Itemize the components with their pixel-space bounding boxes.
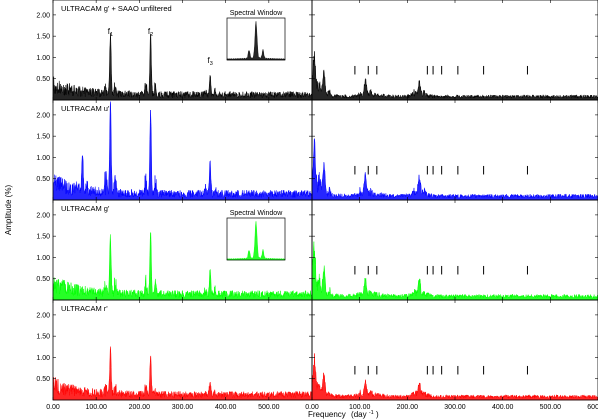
- inset-frame: [226, 17, 286, 61]
- x-axis-label-main: Frequency: [308, 410, 346, 419]
- panel-label: ULTRACAM g': [61, 204, 110, 213]
- x-tick-label: 300.00: [172, 404, 194, 411]
- panel-frame: [52, 299, 313, 401]
- x-tick-label: 500.00: [258, 404, 280, 411]
- panel-frame: [311, 0, 598, 101]
- peak-label: f2: [148, 27, 153, 38]
- y-tick-label: 1.50: [36, 34, 50, 41]
- y-tick-label: 1.00: [36, 255, 50, 262]
- y-tick-label: 0.50: [36, 176, 50, 183]
- x-tick-label: 300.00: [444, 404, 466, 411]
- panel-2-right: [311, 199, 598, 301]
- y-tick-label: 2.00: [36, 112, 50, 119]
- x-tick-label: 400.00: [215, 404, 237, 411]
- x-axis-label-close: ): [376, 410, 379, 419]
- x-tick-label: 200.00: [397, 404, 419, 411]
- spectrum-series: [52, 101, 313, 201]
- spectrum-series: [311, 137, 598, 201]
- panel-2-left: 0.50 1.00 1.50 2.00 ULTRACAM g' Spectral Wind…: [36, 199, 313, 301]
- spectrum-series: [52, 232, 313, 301]
- y-tick-label: 1.50: [36, 134, 50, 141]
- y-tick-label: 0.50: [36, 76, 50, 83]
- x-axis-label-exp: -1: [369, 410, 374, 416]
- x-tick-label: 0.00: [305, 404, 319, 411]
- x-axis-label: Frequency (day -1 ): [308, 407, 379, 419]
- spectral-window-inset: Spectral Window: [226, 210, 286, 261]
- x-tick-label: 400.00: [492, 404, 514, 411]
- panel-0-right: [311, 0, 598, 101]
- panel-0-left: 0.50 1.00 1.50 2.00 ULTRACAM g' + SAAO unfil…: [36, 0, 313, 101]
- y-tick-label: 2.00: [36, 312, 50, 319]
- y-tick-label: 1.00: [36, 155, 50, 162]
- panel-3-left: 0.50 1.00 1.50 2.00 ULTRACAM r' 0.00 100.00 200…: [36, 299, 313, 411]
- spectral-window-series: [226, 21, 286, 61]
- x-tick-label: 500.00: [540, 404, 562, 411]
- panel-1-left: 0.50 1.00 1.50 2.00 ULTRACAM u': [36, 99, 313, 201]
- x-axis-label-unit: (day: [351, 410, 367, 419]
- panel-label: ULTRACAM r': [61, 304, 108, 313]
- panel-frame: [311, 99, 598, 201]
- y-tick-label: 1.50: [36, 334, 50, 341]
- y-tick-label: 2.00: [36, 212, 50, 219]
- y-axis-label: Amplitude (%): [4, 185, 13, 236]
- x-tick-label: 100.00: [349, 404, 371, 411]
- inset-frame: [226, 217, 286, 261]
- panel-grid: 0.50 1.00 1.50 2.00 ULTRACAM g' + SAAO unfil…: [36, 0, 598, 411]
- panel-frame: [52, 99, 313, 201]
- spectrum-series: [52, 32, 313, 101]
- spectrum-series: [52, 346, 313, 401]
- x-tick-label: 100.00: [85, 404, 107, 411]
- panel-label: ULTRACAM g' + SAAO unfiltered: [61, 4, 172, 13]
- y-tick-label: 1.00: [36, 355, 50, 362]
- x-tick-label: 200.00: [129, 404, 151, 411]
- inset-title: Spectral Window: [230, 210, 283, 217]
- panel-1-right: [311, 99, 598, 201]
- spectrum-series: [311, 241, 598, 301]
- y-tick-label: 2.00: [36, 12, 50, 19]
- spectrum-series: [311, 51, 598, 101]
- x-tick-label: 0.00: [46, 404, 60, 411]
- inset-title: Spectral Window: [230, 10, 283, 17]
- x-tick-label: 600.00: [587, 404, 598, 411]
- y-tick-label: 0.50: [36, 376, 50, 383]
- panel-frame: [311, 299, 598, 401]
- spectrum-series: [311, 353, 598, 401]
- panel-frame: [311, 199, 598, 301]
- y-tick-label: 0.50: [36, 276, 50, 283]
- panel-3-right: 0.00 100.00 200.00 300.00 400.00 500.00 600.00: [305, 299, 598, 411]
- panel-label: ULTRACAM u': [61, 104, 110, 113]
- peak-label: f1: [108, 27, 113, 38]
- spectral-window-series: [226, 221, 286, 261]
- peak-label: f3: [207, 56, 212, 67]
- spectral-window-inset: Spectral Window: [226, 10, 286, 61]
- y-tick-label: 1.00: [36, 55, 50, 62]
- y-tick-label: 1.50: [36, 234, 50, 241]
